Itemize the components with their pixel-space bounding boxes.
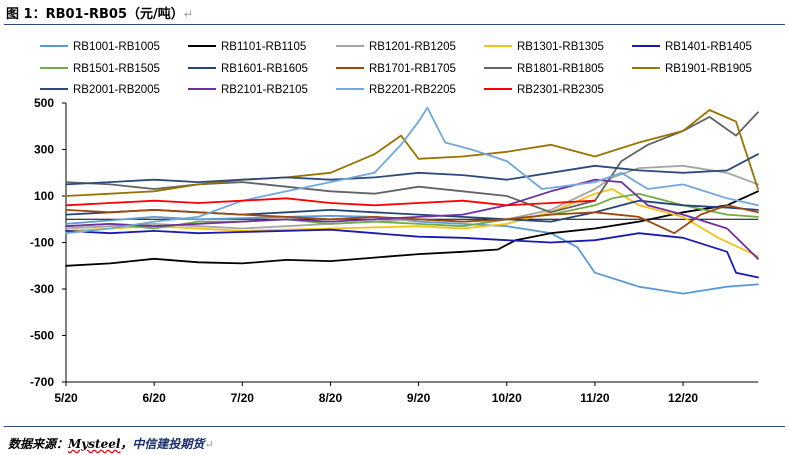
chart-lines — [65, 106, 759, 295]
y-tick-label: -100 — [30, 236, 54, 250]
data-source: 数据来源：Mysteel，中信建投期货↵ — [8, 435, 214, 452]
x-tick-label: 12/20 — [668, 391, 698, 405]
legend-label: RB1601-RB1605 — [221, 63, 308, 75]
legend-label: RB2301-RB2305 — [517, 84, 604, 96]
legend-label: RB2101-RB2105 — [221, 84, 308, 96]
source-company: 中信建投期货 — [132, 437, 205, 451]
series-line — [65, 228, 759, 279]
y-tick-label: 500 — [34, 96, 54, 110]
legend-label: RB1401-RB1405 — [665, 41, 752, 53]
legend-label: RB1501-RB1505 — [73, 63, 160, 75]
legend-label: RB1801-RB1805 — [517, 63, 604, 75]
x-tick-label: 6/20 — [142, 391, 166, 405]
bottom-rule — [4, 426, 785, 427]
legend: RB1001-RB1005 RB1101-RB1105 RB1201-RB1205 R… — [40, 41, 752, 96]
series-line — [65, 178, 759, 260]
legend-label: RB2001-RB2005 — [73, 84, 160, 96]
legend-label: RB1201-RB1205 — [369, 41, 456, 53]
legend-label: RB1901-RB1905 — [665, 63, 752, 75]
figure-title: 图 1：RB01-RB05（元/吨）↵ — [6, 7, 193, 22]
legend-label: RB1101-RB1105 — [221, 41, 306, 53]
legend-label: RB1701-RB1705 — [369, 63, 456, 75]
legend-label: RB2201-RB2205 — [369, 84, 456, 96]
source-label: 数据来源： — [8, 437, 69, 451]
series-line — [65, 197, 596, 207]
y-tick-label: -700 — [30, 375, 54, 389]
legend-label: RB1301-RB1305 — [517, 41, 604, 53]
y-tick-label: -500 — [30, 329, 54, 343]
series-line — [65, 214, 759, 295]
x-tick-label: 8/20 — [319, 391, 343, 405]
y-tick-label: -300 — [30, 282, 54, 296]
y-tick-label: 300 — [34, 143, 54, 157]
source-return-mark: ↵ — [204, 438, 214, 451]
series-line — [65, 204, 759, 235]
top-rule — [4, 24, 785, 25]
x-tick-label: 9/20 — [407, 391, 431, 405]
series-line — [65, 109, 759, 197]
source-vendor: Mysteel — [68, 437, 121, 451]
return-mark: ↵ — [183, 8, 193, 21]
y-tick-label: 100 — [34, 189, 54, 203]
legend-label: RB1001-RB1005 — [73, 41, 160, 53]
x-tick-label: 5/20 — [54, 391, 78, 405]
x-tick-label: 10/20 — [492, 391, 522, 405]
source-separator: ， — [120, 437, 133, 451]
series-line — [65, 188, 759, 258]
series-line — [65, 153, 759, 186]
series-line — [65, 192, 759, 230]
x-tick-label: 11/20 — [580, 391, 610, 405]
x-tick-label: 7/20 — [231, 391, 255, 405]
line-chart: RB1001-RB1005 RB1101-RB1105 RB1201-RB1205 R… — [30, 41, 759, 405]
series-line — [65, 106, 759, 235]
